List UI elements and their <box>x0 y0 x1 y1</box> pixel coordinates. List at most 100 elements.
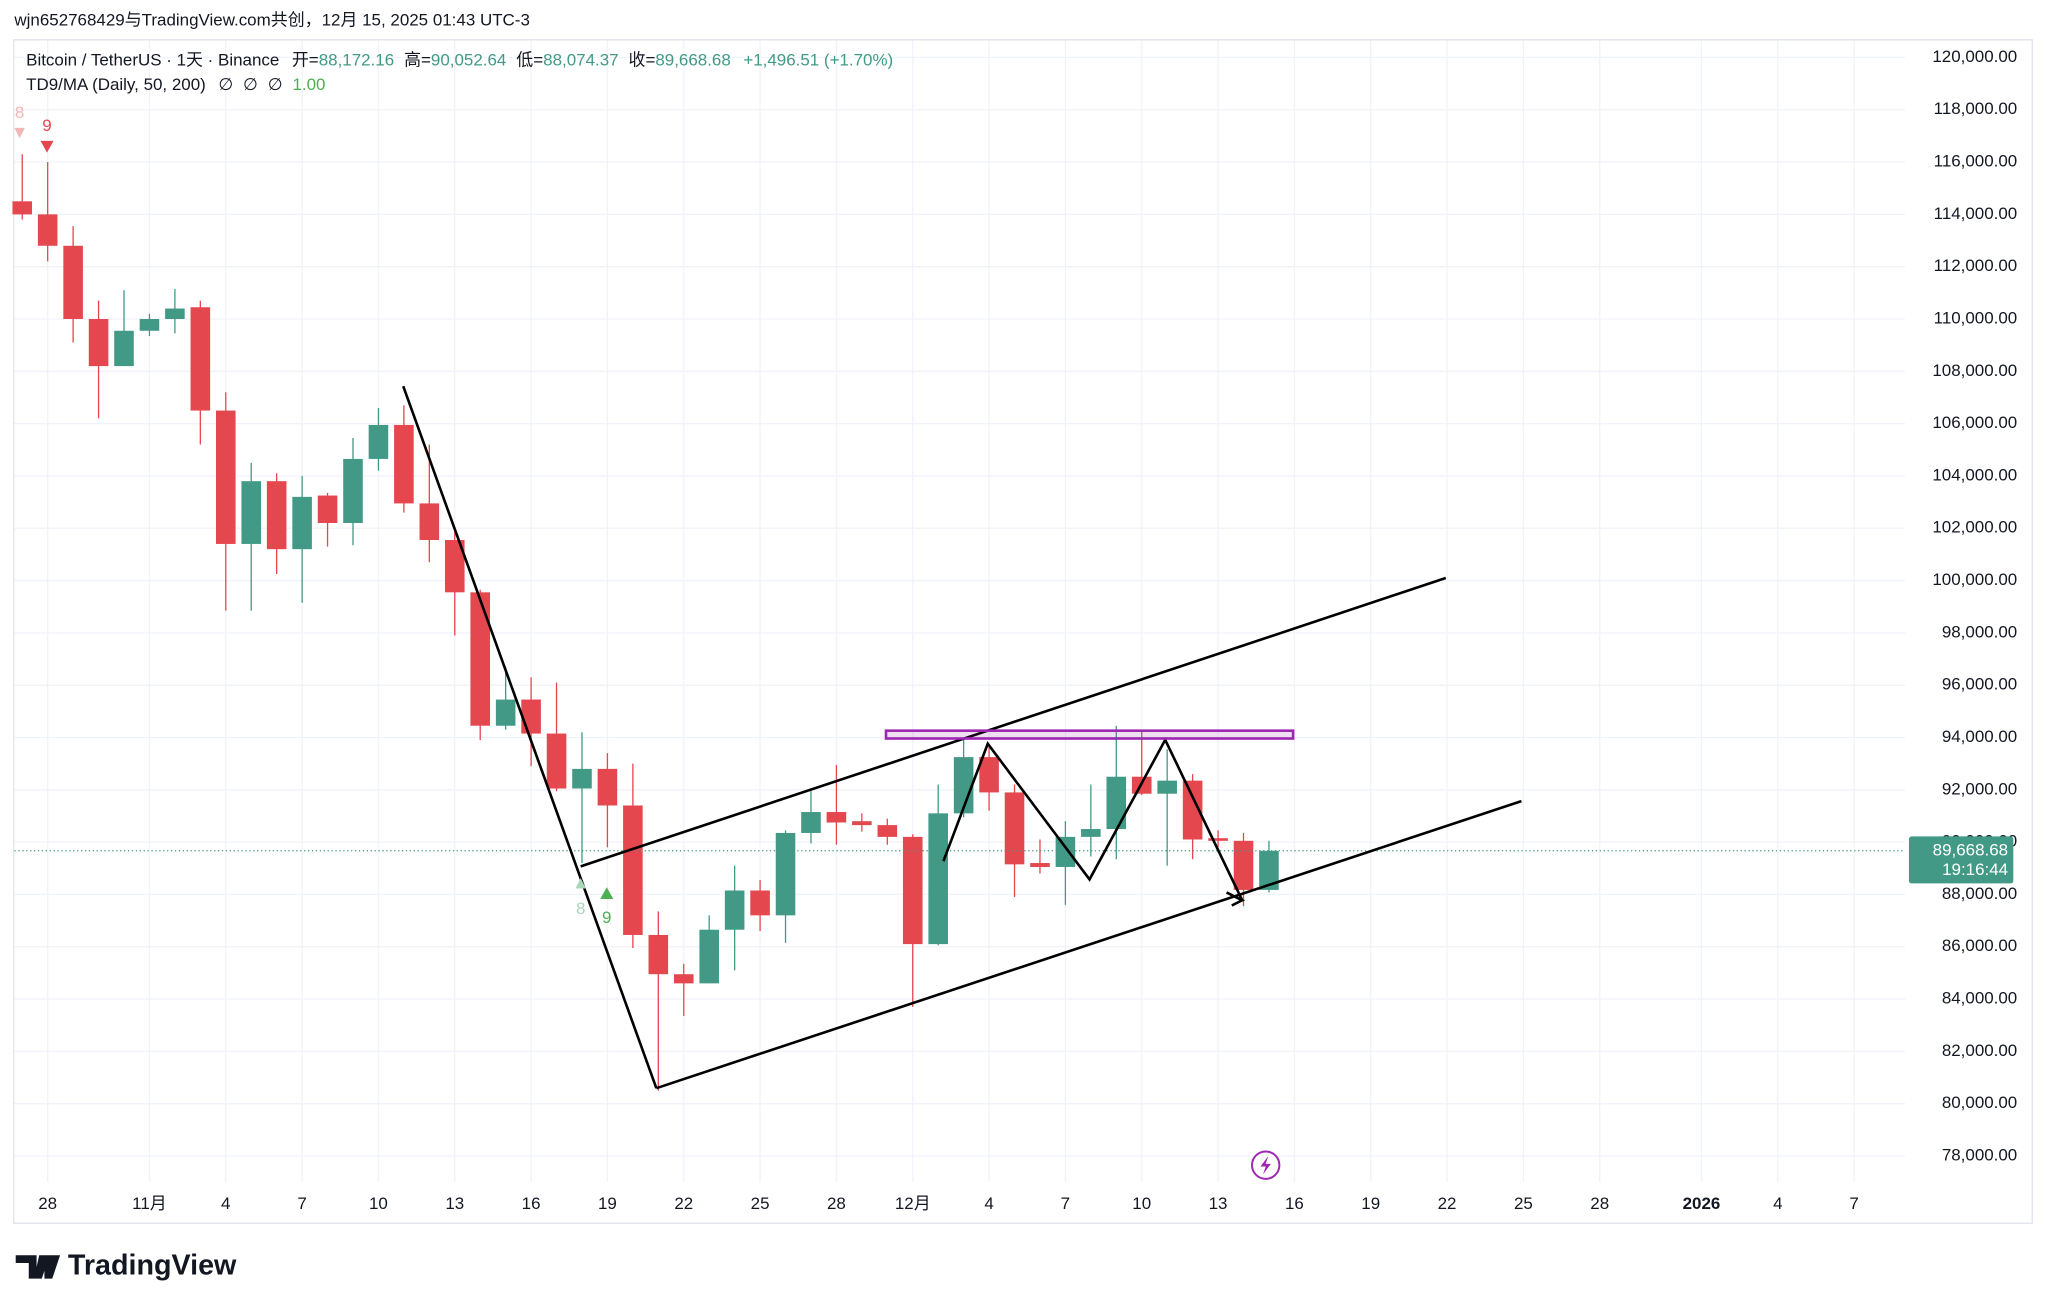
candle-body <box>215 410 236 544</box>
ohlc-value: 90,052.64 <box>431 51 506 70</box>
drawings <box>402 385 1522 1090</box>
y-tick-label: 96,000.00 <box>1942 675 2017 694</box>
y-tick-label: 98,000.00 <box>1942 622 2017 641</box>
td9-markers: 8 9 8 9 <box>14 103 614 927</box>
y-tick-label: 80,000.00 <box>1942 1093 2017 1112</box>
y-tick-label: 92,000.00 <box>1942 779 2017 798</box>
y-tick-label: 86,000.00 <box>1942 936 2017 955</box>
candle-body <box>546 733 567 789</box>
candle-body <box>572 768 592 789</box>
candle-body <box>165 308 185 320</box>
candle-body <box>648 934 669 975</box>
candle-body <box>317 495 338 524</box>
x-tick-label: 10 <box>1132 1194 1151 1213</box>
indicator-value: 1.00 <box>292 76 325 95</box>
candle-body <box>724 890 745 930</box>
ohlc-label: 开= <box>292 51 319 70</box>
frame <box>13 39 2033 1224</box>
logo: TradingView <box>15 1250 237 1282</box>
y-tick-label: 114,000.00 <box>1934 204 2018 223</box>
td-triangle <box>14 127 25 139</box>
td-triangle <box>40 140 54 153</box>
ohlc-label: 收= <box>629 51 656 70</box>
td-label: 9 <box>602 908 611 927</box>
candle-body <box>699 929 719 984</box>
candle-body <box>114 330 134 367</box>
x-tick-label: 12月 <box>895 1194 931 1213</box>
candle-body <box>419 503 440 541</box>
x-tick-label: 2026 <box>1683 1194 1721 1213</box>
y-tick-label: 104,000.00 <box>1932 465 2017 484</box>
candle-body <box>241 481 262 544</box>
candle-body <box>292 496 312 550</box>
legend: Bitcoin / TetherUS · 1天 · Binance 开=88,1… <box>26 51 893 70</box>
x-tick-label: 4 <box>1773 1194 1782 1213</box>
icon-bolt[interactable] <box>1260 1156 1271 1175</box>
candle-body <box>88 319 109 367</box>
x-tick-label: 25 <box>751 1194 770 1213</box>
ohlc-value: 89,668.68 <box>655 51 730 70</box>
y-tick-label: 88,000.00 <box>1942 884 2017 903</box>
zigzag <box>942 736 1244 901</box>
y-tick-label: 120,000.00 <box>1932 47 2017 66</box>
channel-lower <box>655 799 1522 1090</box>
candles <box>12 154 1906 1091</box>
x-tick-label: 22 <box>674 1194 693 1213</box>
candle-body <box>1055 836 1076 867</box>
indicator-legend: TD9/MA (Daily, 50, 200) ∅ ∅ ∅ 1.00 <box>26 76 325 95</box>
arrow-head <box>1225 891 1246 907</box>
td-triangle <box>575 878 586 889</box>
symbol-title: Bitcoin / TetherUS · 1天 · Binance <box>26 51 279 70</box>
replay-icon[interactable] <box>1251 1150 1281 1180</box>
candle-body <box>775 832 796 916</box>
candle-body <box>928 813 948 945</box>
indicator-value: ∅ <box>268 76 283 95</box>
candle-body <box>826 812 847 823</box>
x-tick-label: 28 <box>38 1194 57 1213</box>
indicator-value: ∅ <box>218 76 233 95</box>
y-tick-label: 84,000.00 <box>1942 989 2017 1008</box>
x-tick-label: 19 <box>1361 1194 1380 1213</box>
x-tick-label: 7 <box>1849 1194 1858 1213</box>
candle-body <box>1030 863 1050 867</box>
x-tick-label: 13 <box>1209 1194 1228 1213</box>
candle-body <box>801 812 821 833</box>
x-tick-label: 11月 <box>132 1194 167 1213</box>
indicator-value: ∅ <box>243 76 258 95</box>
candle-body <box>877 825 898 837</box>
candle-body <box>63 245 83 320</box>
axes: 78,000.00 80,000.00 82,000.00 84,000.00 86,0… <box>38 47 2017 1213</box>
candle-body <box>266 481 287 550</box>
y-tick-label: 116,000.00 <box>1934 152 2018 171</box>
change: +1,496.51 (+1.70%) <box>743 51 893 70</box>
ohlc-label: 高= <box>404 51 431 70</box>
candle-body <box>343 458 363 524</box>
x-tick-label: 4 <box>984 1194 993 1213</box>
candle-body <box>852 821 872 826</box>
last-price-box <box>1908 836 2014 884</box>
td-label: 9 <box>42 116 51 135</box>
last-price-label: 89,668.68 <box>1933 840 2008 859</box>
x-tick-label: 25 <box>1514 1194 1533 1213</box>
candle-body <box>1106 776 1127 830</box>
y-tick-label: 112,000.00 <box>1934 256 2018 275</box>
grid <box>14 40 1906 1183</box>
candle-body <box>979 757 999 793</box>
candle-body <box>1157 780 1177 794</box>
y-tick-label: 106,000.00 <box>1932 413 2017 432</box>
channel-upper <box>580 576 1447 868</box>
x-tick-label: 28 <box>827 1194 846 1213</box>
watermark: wjn652768429与TradingView.com共创，12月 15, 2… <box>13 10 529 29</box>
x-tick-label: 16 <box>522 1194 541 1213</box>
candle-body <box>1182 780 1203 840</box>
ohlc-value: 88,074.37 <box>543 51 618 70</box>
y-tick-label: 100,000.00 <box>1932 570 2017 589</box>
x-tick-label: 10 <box>369 1194 388 1213</box>
trend-line <box>402 385 658 1089</box>
td-label: 8 <box>576 899 585 918</box>
candle-body <box>37 214 58 246</box>
brand: TradingView <box>68 1250 237 1282</box>
ohlc-label: 低= <box>516 51 543 70</box>
